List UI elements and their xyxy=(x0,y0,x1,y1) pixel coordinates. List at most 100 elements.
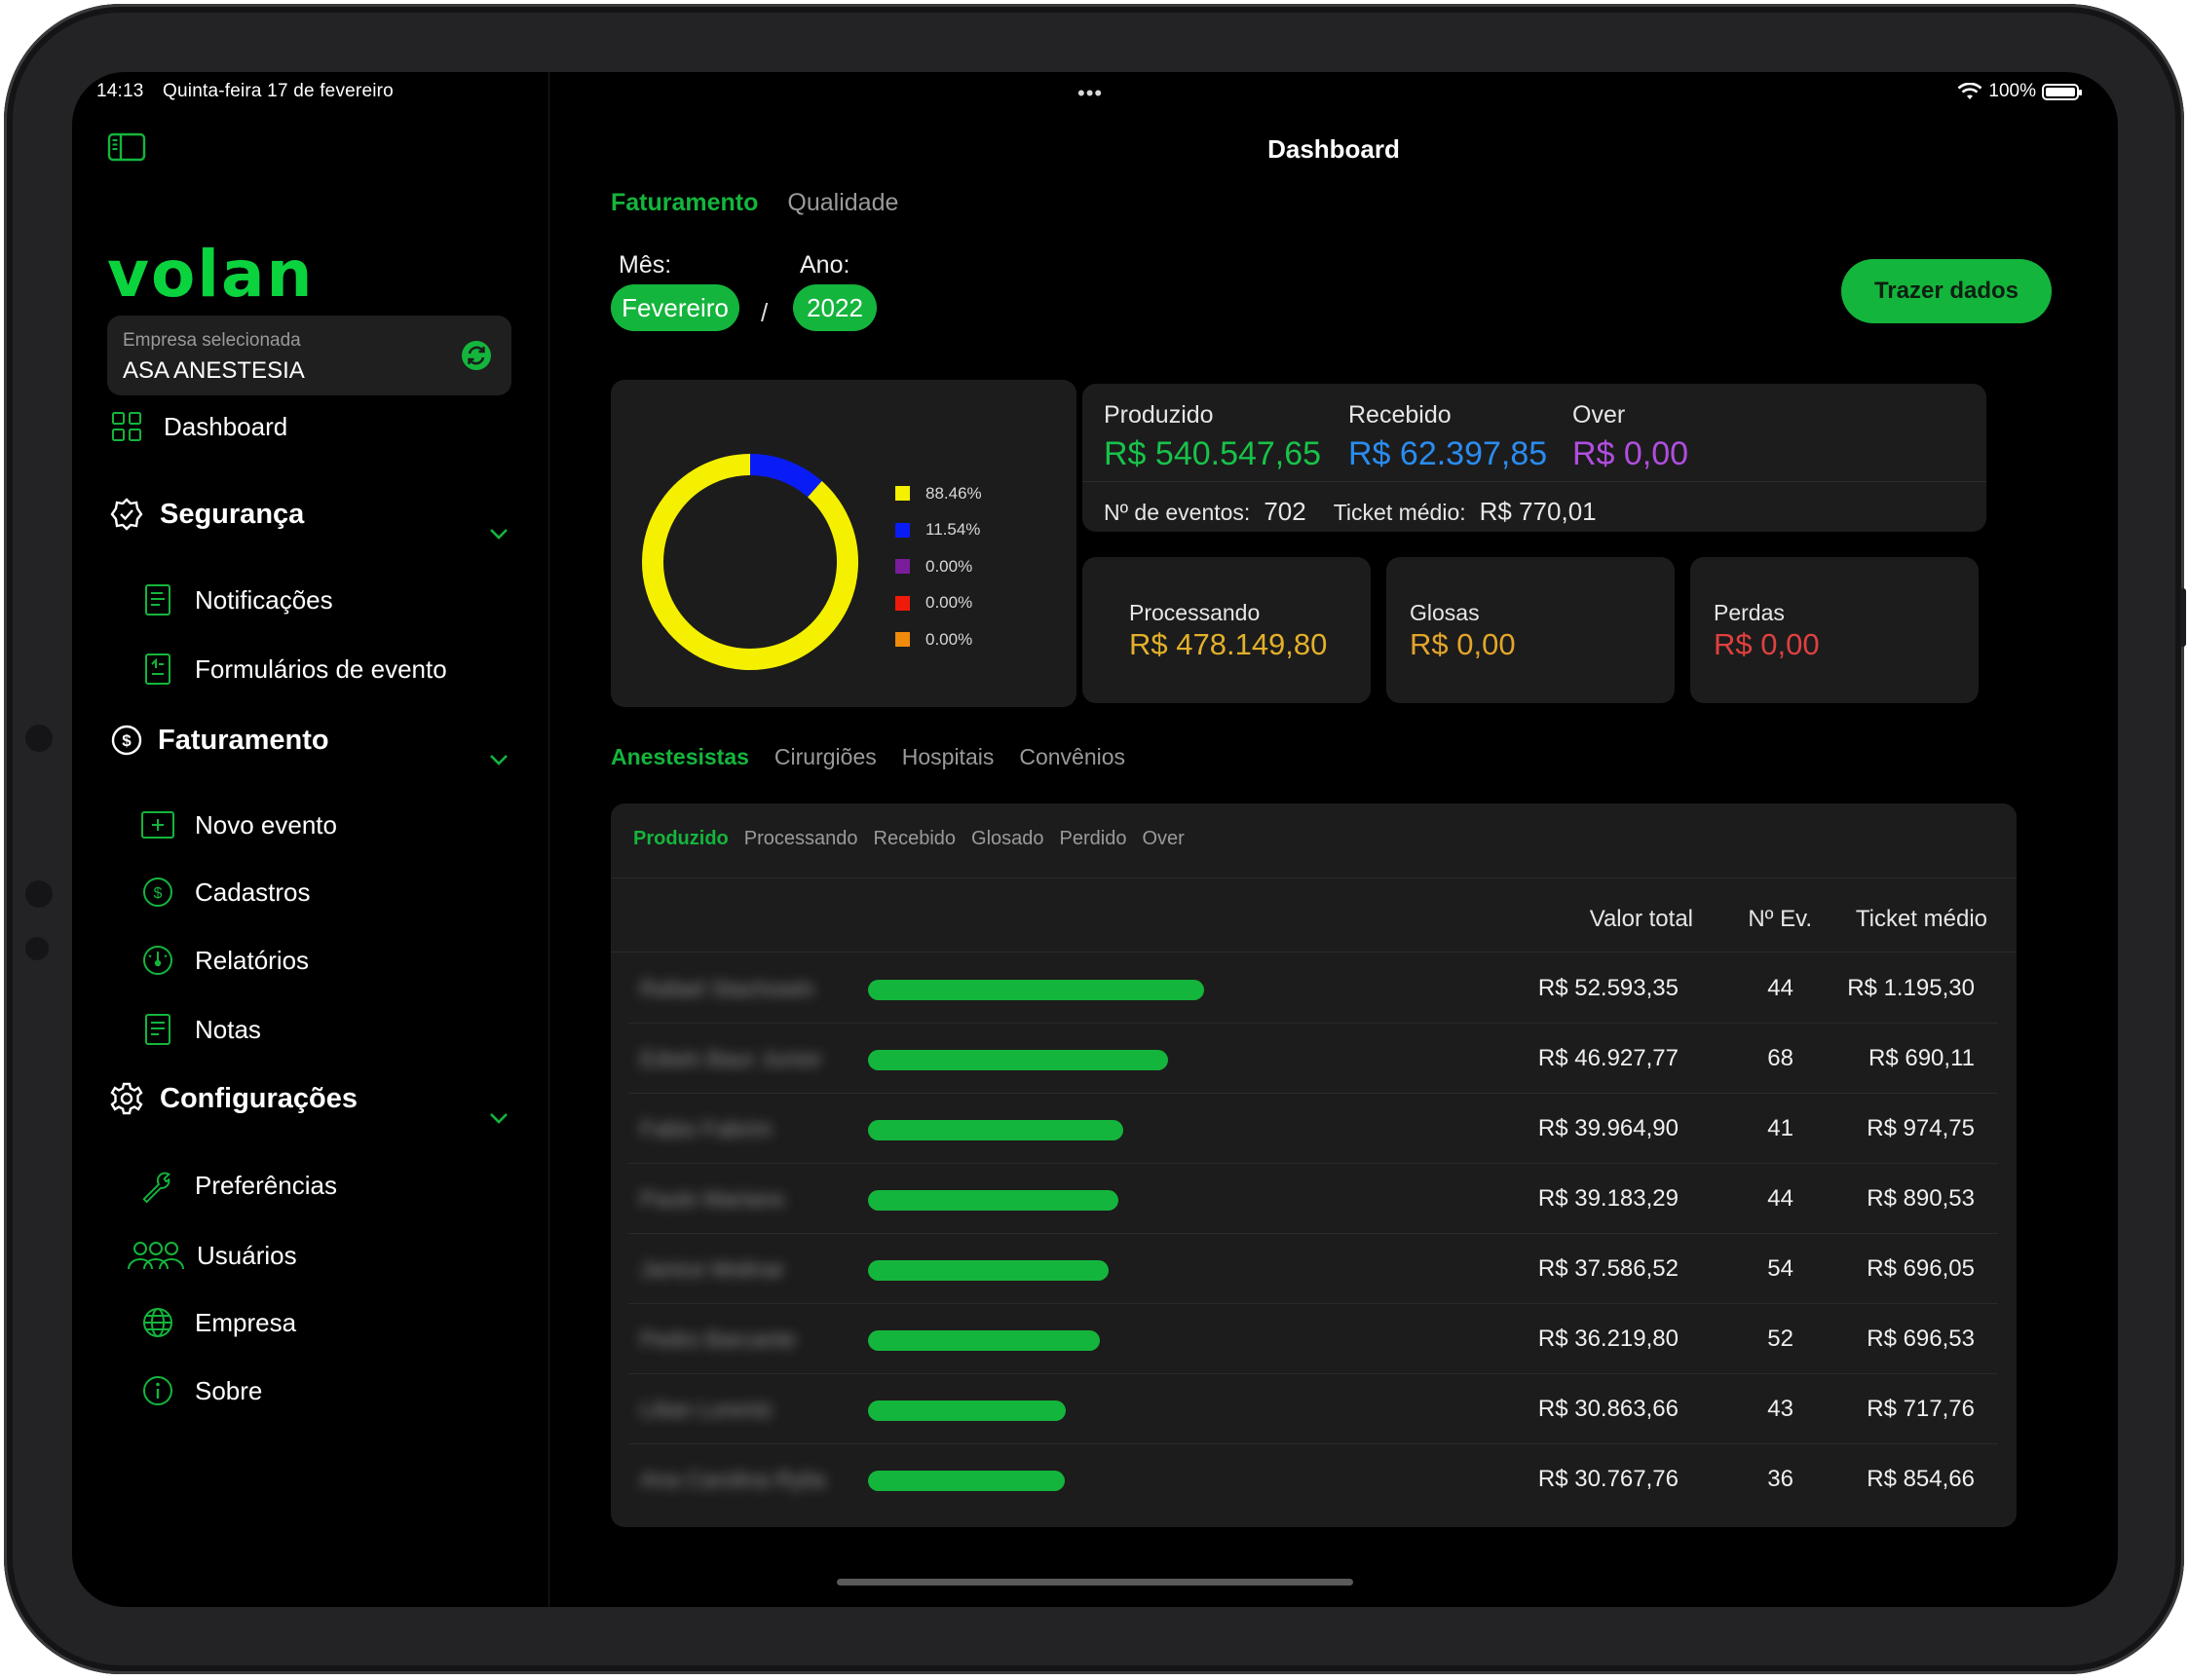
legend-swatch xyxy=(895,486,910,502)
nav-notificacoes[interactable]: Notificações xyxy=(140,582,333,617)
nav-cadastros[interactable]: $ Cadastros xyxy=(140,875,311,910)
nav-formularios-label: Formulários de evento xyxy=(195,653,447,684)
tab-anestesistas[interactable]: Anestesistas xyxy=(611,744,749,769)
nav-formularios-evento[interactable]: Formulários de evento xyxy=(140,652,447,687)
row-value-bar xyxy=(868,1260,1109,1281)
eventos-value: 702 xyxy=(1264,497,1306,526)
row-eventos: 41 xyxy=(1767,1115,1793,1141)
eventos-label: Nº de eventos: xyxy=(1104,500,1251,525)
table-row[interactable]: Ana Carolina Rylia R$ 30.767,76 36 R$ 854,6… xyxy=(628,1444,1998,1514)
chevron-down-icon[interactable] xyxy=(489,754,509,765)
ranking-table-card: Produzido Processando Recebido Glosado P… xyxy=(611,803,2017,1527)
nav-relatorios[interactable]: Relatórios xyxy=(140,943,309,978)
globe-icon xyxy=(140,1305,175,1340)
row-eventos: 44 xyxy=(1767,1185,1793,1212)
table-row[interactable]: Fabio Fabrim R$ 39.964,90 41 R$ 974,75 xyxy=(628,1094,1998,1164)
users-icon xyxy=(127,1238,185,1273)
company-label: Empresa selecionada xyxy=(123,330,301,351)
table-row[interactable]: Paulo Mariano R$ 39.183,29 44 R$ 890,53 xyxy=(628,1164,1998,1234)
row-ticket: R$ 690,11 xyxy=(1868,1045,1975,1071)
row-eventos: 52 xyxy=(1767,1325,1793,1352)
month-label: Mês: xyxy=(619,251,672,279)
row-eventos: 68 xyxy=(1767,1045,1793,1071)
sensor-dot xyxy=(25,937,49,960)
row-valor: R$ 39.964,90 xyxy=(1537,1115,1679,1141)
status-time-date: 14:13 Quinta-feira 17 de fevereiro xyxy=(96,81,407,102)
month-selector[interactable]: Fevereiro xyxy=(611,284,739,331)
table-row[interactable]: Janice Molinar R$ 37.586,52 54 R$ 696,05 xyxy=(628,1234,1998,1304)
year-selector[interactable]: 2022 xyxy=(793,284,877,331)
donut-slice xyxy=(642,454,858,670)
home-indicator[interactable] xyxy=(837,1579,1353,1586)
row-ticket: R$ 696,05 xyxy=(1867,1255,1975,1282)
wifi-icon xyxy=(1957,82,1982,99)
row-valor: R$ 39.183,29 xyxy=(1537,1185,1679,1212)
perdas-card: Perdas R$ 0,00 xyxy=(1690,557,1979,703)
row-valor: R$ 52.593,35 xyxy=(1537,975,1679,1001)
row-valor: R$ 46.927,77 xyxy=(1537,1045,1679,1071)
ticket-value: R$ 770,01 xyxy=(1479,497,1597,526)
chevron-down-icon[interactable] xyxy=(489,528,509,540)
sidebar-toggle-icon[interactable] xyxy=(107,132,146,167)
metric-tabs: Produzido Processando Recebido Glosado P… xyxy=(633,828,1185,850)
section-configuracoes[interactable]: Configurações xyxy=(109,1081,358,1116)
row-name: Ana Carolina Rylia xyxy=(640,1466,864,1493)
row-name-text: Pedro Barcante xyxy=(640,1325,796,1352)
svg-text:$: $ xyxy=(122,731,132,750)
table-row[interactable]: Lilian Lorentz R$ 30.863,66 43 R$ 717,76 xyxy=(628,1374,1998,1444)
nav-sobre[interactable]: Sobre xyxy=(140,1373,262,1408)
row-eventos: 44 xyxy=(1767,975,1793,1001)
metric-tab-over[interactable]: Over xyxy=(1142,828,1185,849)
table-row[interactable]: Rafael Stachowin R$ 52.593,35 44 R$ 1.195,3… xyxy=(628,953,1998,1024)
company-selector[interactable]: Empresa selecionada ASA ANESTESIA xyxy=(107,316,511,395)
produzido-summary: Produzido R$ 540.547,65 xyxy=(1104,401,1321,473)
row-ticket: R$ 696,53 xyxy=(1867,1325,1975,1352)
nav-novo-evento[interactable]: Novo evento xyxy=(140,807,337,842)
legend-label: 0.00% xyxy=(925,556,973,576)
side-button xyxy=(2180,588,2186,647)
status-bar: 14:13 Quinta-feira 17 de fevereiro ••• 1… xyxy=(72,72,2118,111)
tab-qualidade[interactable]: Qualidade xyxy=(787,189,899,216)
multitasking-dots[interactable]: ••• xyxy=(1077,81,1104,105)
nav-empresa[interactable]: Empresa xyxy=(140,1305,296,1340)
section-seguranca-label: Segurança xyxy=(160,498,305,530)
metric-tab-glosado[interactable]: Glosado xyxy=(971,828,1044,849)
tab-cirurgioes[interactable]: Cirurgiões xyxy=(774,744,877,769)
logo: volan xyxy=(107,237,315,312)
nav-preferencias[interactable]: Preferências xyxy=(140,1168,337,1204)
tab-faturamento[interactable]: Faturamento xyxy=(611,189,759,216)
row-value-bar xyxy=(868,1400,1066,1421)
tab-convenios[interactable]: Convênios xyxy=(1019,744,1126,769)
row-value-bar xyxy=(868,1190,1118,1211)
table-row[interactable]: Pedro Barcante R$ 36.219,80 52 R$ 696,53 xyxy=(628,1304,1998,1374)
nav-dashboard[interactable]: Dashboard xyxy=(109,409,287,444)
row-value-bar xyxy=(868,1330,1100,1351)
row-eventos: 43 xyxy=(1767,1396,1793,1422)
row-name-text: Ana Carolina Rylia xyxy=(640,1466,826,1492)
table-row[interactable]: Edwin Baur Junior R$ 46.927,77 68 R$ 690,11 xyxy=(628,1024,1998,1094)
legend-item: 11.54% xyxy=(895,512,982,549)
chevron-down-icon[interactable] xyxy=(489,1112,509,1124)
switch-company-icon[interactable] xyxy=(461,340,492,371)
metric-tab-recebido[interactable]: Recebido xyxy=(873,828,957,849)
screen: 14:13 Quinta-feira 17 de fevereiro ••• 1… xyxy=(72,72,2118,1607)
legend-label: 11.54% xyxy=(925,520,981,540)
section-seguranca[interactable]: Segurança xyxy=(109,497,304,532)
nav-usuarios-label: Usuários xyxy=(197,1240,297,1270)
metric-tab-produzido[interactable]: Produzido xyxy=(633,828,729,849)
period-separator: / xyxy=(761,298,769,327)
donut-slice xyxy=(749,454,822,498)
legend-item: 0.00% xyxy=(895,585,982,622)
nav-sobre-label: Sobre xyxy=(195,1375,263,1405)
nav-usuarios[interactable]: Usuários xyxy=(127,1238,297,1273)
recebido-summary: Recebido R$ 62.397,85 xyxy=(1348,401,1547,473)
fetch-data-button[interactable]: Trazer dados xyxy=(1841,259,2052,323)
tab-hospitais[interactable]: Hospitais xyxy=(901,744,995,769)
perdas-value: R$ 0,00 xyxy=(1714,627,1820,661)
metric-tab-perdido[interactable]: Perdido xyxy=(1059,828,1127,849)
year-label: Ano: xyxy=(800,251,850,279)
metric-tab-processando[interactable]: Processando xyxy=(743,828,858,849)
nav-notas[interactable]: Notas xyxy=(140,1012,261,1047)
produzido-label: Produzido xyxy=(1104,401,1214,429)
section-faturamento[interactable]: $ Faturamento xyxy=(109,723,329,758)
